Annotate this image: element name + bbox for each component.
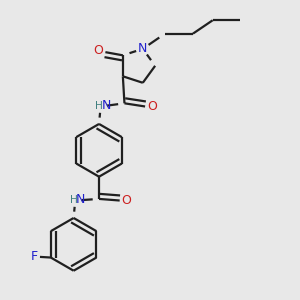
Text: O: O [147, 100, 157, 113]
Text: H: H [95, 101, 103, 111]
Text: N: N [138, 42, 148, 55]
Text: N: N [76, 194, 86, 206]
Text: F: F [31, 250, 38, 263]
Text: H: H [70, 195, 78, 205]
Text: N: N [102, 99, 111, 112]
Text: O: O [122, 194, 132, 207]
Text: O: O [94, 44, 103, 57]
